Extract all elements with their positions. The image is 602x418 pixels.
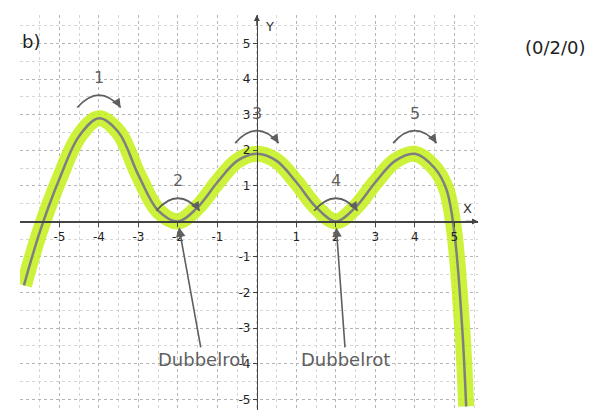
svg-text:4: 4: [411, 230, 419, 244]
svg-text:(0/2/0): (0/2/0): [525, 37, 586, 58]
svg-text:1: 1: [94, 68, 104, 87]
svg-text:5: 5: [410, 104, 420, 123]
svg-text:4: 4: [243, 72, 251, 86]
svg-text:Dubbelrot: Dubbelrot: [158, 349, 247, 370]
svg-text:-4: -4: [239, 357, 251, 371]
svg-text:1: 1: [243, 179, 251, 193]
svg-text:-2: -2: [172, 230, 184, 244]
svg-text:Y: Y: [265, 19, 274, 34]
svg-text:3: 3: [252, 104, 262, 123]
svg-text:X: X: [463, 201, 472, 216]
svg-text:-2: -2: [239, 286, 251, 300]
svg-text:-4: -4: [93, 230, 105, 244]
svg-text:b): b): [22, 31, 40, 52]
svg-text:4: 4: [331, 171, 341, 190]
svg-text:1: 1: [293, 230, 301, 244]
svg-text:-3: -3: [132, 230, 144, 244]
svg-text:3: 3: [243, 108, 251, 122]
svg-text:2: 2: [173, 171, 183, 190]
svg-text:-5: -5: [239, 393, 251, 407]
svg-text:5: 5: [243, 37, 251, 51]
svg-text:-3: -3: [239, 321, 251, 335]
svg-text:-1: -1: [211, 230, 223, 244]
svg-text:5: 5: [450, 230, 458, 244]
svg-text:2: 2: [243, 143, 251, 157]
svg-text:2: 2: [332, 230, 340, 244]
svg-text:-5: -5: [53, 230, 65, 244]
svg-text:3: 3: [372, 230, 380, 244]
svg-text:Dubbelrot: Dubbelrot: [301, 349, 390, 370]
svg-text:-1: -1: [239, 250, 251, 264]
